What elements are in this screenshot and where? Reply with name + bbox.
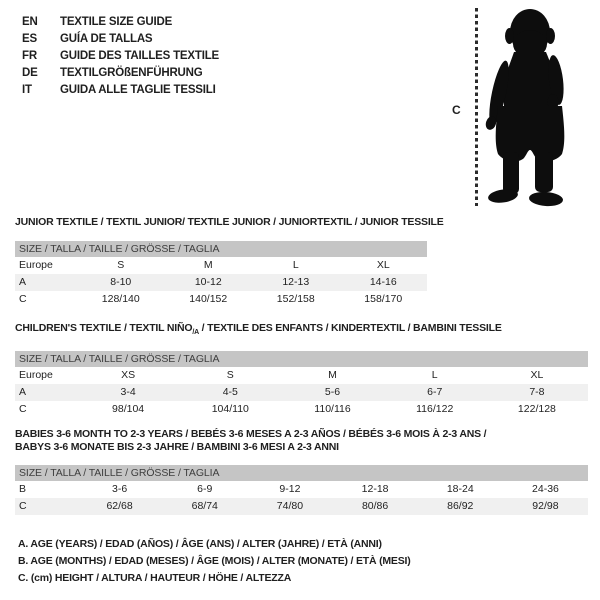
size-cell: S [226,369,234,382]
row-label: Europe [19,259,53,271]
size-cell: M [328,369,337,382]
height-cell: 122/128 [517,403,556,416]
language-label: GUÍA DE TALLAS [60,33,153,45]
language-row-de: DE TEXTILGRÖßENFÜHRUNG [22,65,219,82]
children-title-part2: / TEXTILE DES ENFANTS / KINDERTEXTIL / B… [198,322,502,334]
table-row-c: C 98/104 104/110 110/116 116/122 122/128 [15,401,588,418]
row-label: B [19,483,27,495]
language-row-it: IT GUIDA ALLE TAGLIE TESSILI [22,82,219,99]
junior-table-title: JUNIOR TEXTILE / TEXTIL JUNIOR/ TEXTILE … [15,216,444,228]
row-label: C [19,293,27,305]
table-row-b: B 3-6 6-9 9-12 12-18 18-24 24-36 [15,481,588,498]
table-row-a: A 8-10 10-12 12-13 14-16 [15,274,427,291]
height-cell: 140/152 [189,293,228,305]
size-cell: M [203,259,213,271]
age-cell: 6-7 [427,386,443,399]
height-cell: 128/140 [101,293,140,305]
height-cell: 116/122 [416,403,454,416]
children-table-title: CHILDREN'S TEXTILE / TEXTIL NIÑO/A / TEX… [15,322,588,339]
size-cell: XL [530,369,544,382]
height-dashed-line [475,8,478,206]
junior-size-header: SIZE / TALLA / TAILLE / GRÖSSE / TAGLIA [15,241,427,257]
age-cell: 24-36 [532,483,559,495]
row-label: C [19,500,27,512]
language-code: FR [22,50,37,62]
size-cell: L [431,369,438,382]
age-cell: 7-8 [529,386,545,399]
height-cell: 80/86 [361,500,389,512]
babies-size-header: SIZE / TALLA / TAILLE / GRÖSSE / TAGLIA [15,465,588,481]
height-cell: 104/110 [211,403,249,416]
row-label: A [19,386,27,399]
table-row-europe: Europe XS S M L XL [15,367,588,384]
language-label: TEXTILGRÖßENFÜHRUNG [60,67,203,79]
age-cell: 12-13 [282,276,310,288]
footnote-age-months: B. AGE (MONTHS) / EDAD (MESES) / ÂGE (MO… [18,555,411,568]
language-row-en: EN TEXTILE SIZE GUIDE [22,14,219,31]
age-cell: 10-12 [194,276,222,288]
table-row-a: A 3-4 4-5 5-6 6-7 7-8 [15,384,588,402]
age-cell: 9-12 [279,483,301,495]
size-cell: L [292,259,299,271]
height-cell: 68/74 [191,500,218,512]
height-cell: 62/68 [106,500,133,512]
language-list: EN TEXTILE SIZE GUIDE ES GUÍA DE TALLAS … [22,14,219,99]
language-code: ES [22,33,37,45]
age-cell: 18-24 [446,483,474,495]
height-cell: 86/92 [447,500,474,512]
size-cell: S [117,259,125,271]
table-row-c: C 128/140 140/152 152/158 158/170 [15,291,427,308]
babies-table-title-line2: BABYS 3-6 MONATE BIS 2-3 JAHRE / BAMBINI… [15,441,339,453]
babies-textile-section: BABIES 3-6 MONTH TO 2-3 YEARS / BEBÉS 3-… [15,428,588,515]
table-row-europe: Europe S M L XL [15,257,427,274]
age-cell: 6-9 [197,483,213,495]
babies-table-title-line1: BABIES 3-6 MONTH TO 2-3 YEARS / BEBÉS 3-… [15,428,487,440]
height-cell: 152/158 [276,293,315,305]
footnote-height-cm: C. (cm) HEIGHT / ALTURA / HAUTEUR / HÖHE… [18,572,292,585]
language-label: GUIDA ALLE TAGLIE TESSILI [60,84,216,96]
age-cell: 8-10 [110,276,132,288]
language-code: IT [22,84,32,96]
language-code: EN [22,16,38,28]
height-cell: 98/104 [112,403,145,416]
height-cell: 92/98 [532,500,559,512]
row-label: Europe [19,369,53,382]
junior-textile-section: JUNIOR TEXTILE / TEXTIL JUNIOR/ TEXTILE … [15,216,444,308]
language-label: GUIDE DES TAILLES TEXTILE [60,50,219,62]
age-cell: 5-6 [324,386,341,399]
age-cell: 12-18 [361,483,389,495]
language-label: TEXTILE SIZE GUIDE [60,16,173,28]
children-textile-section: CHILDREN'S TEXTILE / TEXTIL NIÑO/A / TEX… [15,322,588,418]
children-size-header: SIZE / TALLA / TAILLE / GRÖSSE / TAGLIA [15,351,588,368]
size-cell: XL [376,259,390,271]
age-cell: 3-6 [111,483,128,495]
height-c-label: C [452,103,461,117]
row-label: C [19,403,27,416]
language-row-fr: FR GUIDE DES TAILLES TEXTILE [22,48,219,65]
height-cell: 158/170 [364,293,403,305]
age-cell: 14-16 [369,276,397,288]
height-cell: 110/116 [314,403,351,416]
footnote-age-years: A. AGE (YEARS) / EDAD (AÑOS) / ÂGE (ANS)… [18,538,382,550]
size-cell: XS [121,369,136,382]
row-label: A [19,276,27,288]
children-title-part1: CHILDREN'S TEXTILE / TEXTIL NIÑO [15,322,193,334]
language-code: DE [22,67,38,79]
age-cell: 4-5 [222,386,238,399]
table-row-c: C 62/68 68/74 74/80 80/86 86/92 92/98 [15,498,588,515]
age-cell: 3-4 [120,386,136,399]
children-title-sub: /A [192,329,199,337]
height-cell: 74/80 [276,500,304,512]
legend-footnotes: A. AGE (YEARS) / EDAD (AÑOS) / ÂGE (ANS)… [18,536,411,588]
toddler-silhouette-icon [485,9,565,207]
language-row-es: ES GUÍA DE TALLAS [22,31,219,48]
